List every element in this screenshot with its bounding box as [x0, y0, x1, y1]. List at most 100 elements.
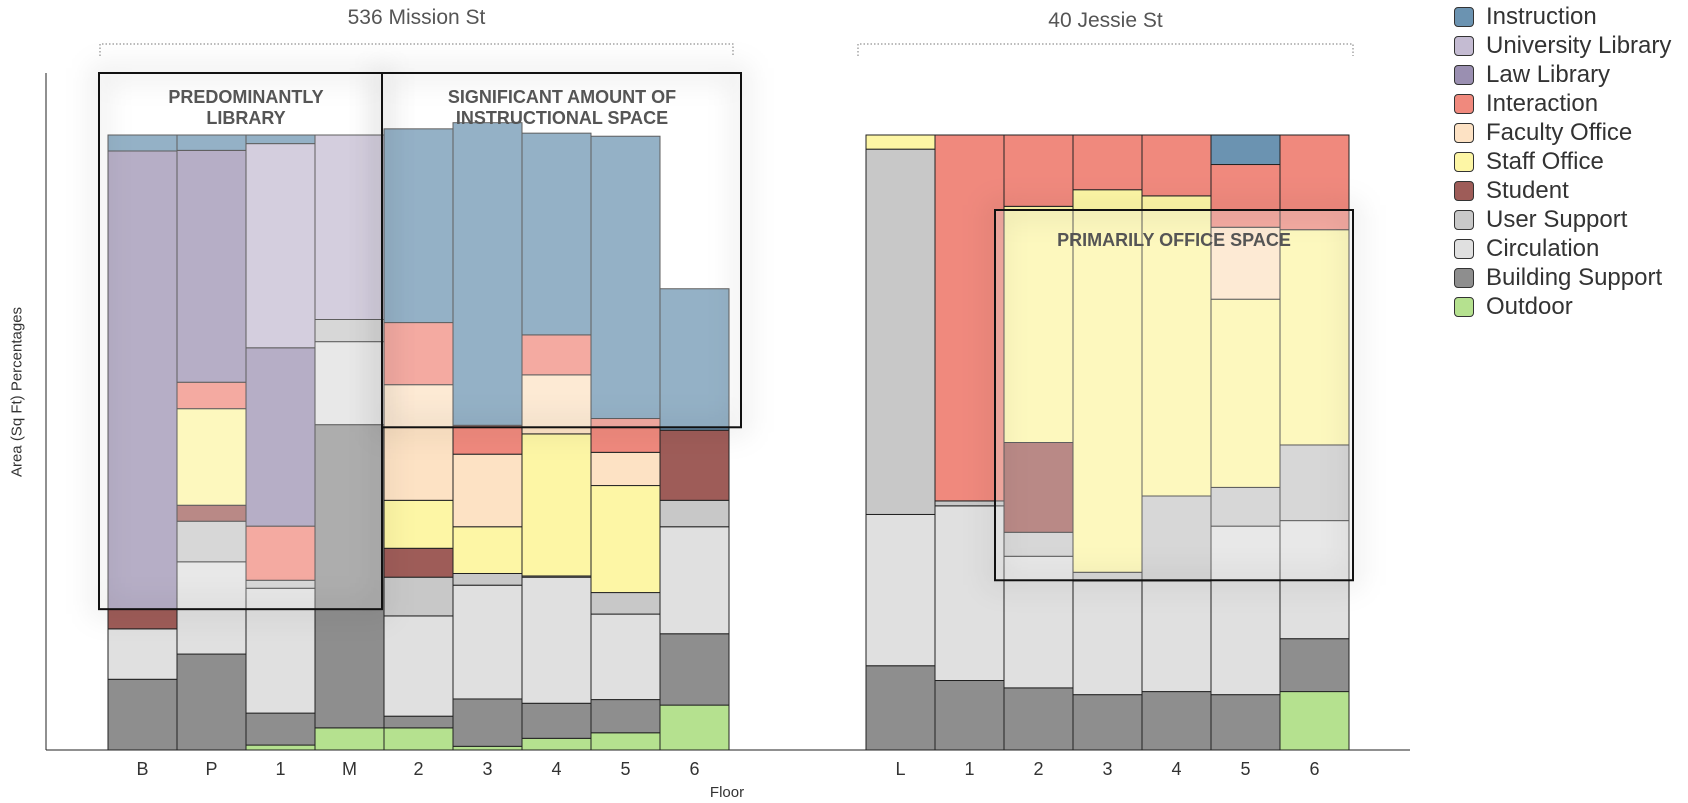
- bar-segment-536-mission-st-floor-5-building-support: [590, 699, 661, 734]
- bar-segment-40-jessie-st-floor-4-interaction: [1141, 134, 1212, 197]
- bar-segment-40-jessie-st-floor-4-building-support: [1141, 691, 1212, 751]
- legend-item-building-support: Building Support: [1454, 263, 1671, 292]
- building-label-536-mission-st: 536 Mission St: [347, 6, 486, 29]
- bar-segment-40-jessie-st-floor-1-building-support: [934, 680, 1005, 751]
- annotation-box-fill-1: [382, 73, 741, 428]
- annotation-label-0: PREDOMINANTLY LIBRARY: [168, 87, 324, 128]
- bar-segment-536-mission-st-floor-4-outdoor: [521, 737, 592, 751]
- x-tick-label-40-jessie-st-3: 3: [1102, 759, 1113, 779]
- bar-segment-536-mission-st-floor-1-university-library: [245, 143, 316, 349]
- x-tick-label-536-mission-st-1: 1: [275, 759, 286, 779]
- legend-swatch-university-library: [1454, 35, 1474, 56]
- bar-segment-536-mission-st-floor-6-outdoor: [659, 704, 730, 751]
- x-tick-label-536-mission-st-2: 2: [413, 759, 424, 779]
- x-tick-label-536-mission-st-3: 3: [482, 759, 493, 779]
- building-bracket-40-jessie-st: [857, 43, 1354, 56]
- x-tick-label-40-jessie-st-5: 5: [1240, 759, 1251, 779]
- bar-segment-536-mission-st-floor-4-staff-office: [521, 433, 592, 577]
- bar-segment-536-mission-st-floor-5-circulation: [590, 613, 661, 701]
- legend-swatch-outdoor: [1454, 296, 1474, 317]
- x-tick-label-536-mission-st-p: P: [205, 759, 218, 779]
- legend-swatch-student: [1454, 180, 1474, 201]
- legend-item-faculty-office: Faculty Office: [1454, 118, 1671, 147]
- legend-label-law-library: Law Library: [1486, 60, 1611, 88]
- x-tick-label-40-jessie-st-l: L: [895, 759, 906, 779]
- bar-segment-536-mission-st-floor-6-building-support: [659, 633, 730, 706]
- legend-item-user-support: User Support: [1454, 205, 1671, 234]
- bar-segment-536-mission-st-floor-4-instruction: [521, 132, 592, 336]
- bar-segment-40-jessie-st-floor-2-interaction: [1003, 134, 1074, 207]
- legend-swatch-instruction: [1454, 6, 1474, 27]
- bar-segment-40-jessie-st-floor-3-building-support: [1072, 694, 1143, 751]
- annotation-label-2: PRIMARILY OFFICE SPACE: [1057, 230, 1291, 250]
- bar-segment-536-mission-st-floor-3-instruction: [452, 122, 523, 426]
- bar-segment-40-jessie-st-floor-4-circulation: [1141, 580, 1212, 693]
- bar-segment-40-jessie-st-floor-6-building-support: [1279, 638, 1350, 693]
- bar-segment-536-mission-st-floor-2-user-support: [383, 576, 454, 617]
- y-axis-label: Area (Sq Ft) Percentages: [8, 306, 26, 478]
- legend-swatch-interaction: [1454, 93, 1474, 114]
- legend-item-staff-office: Staff Office: [1454, 147, 1671, 176]
- bar-segment-536-mission-st-floor-m-circulation: [314, 341, 385, 426]
- building-label-40-jessie-st: 40 Jessie St: [1048, 9, 1163, 32]
- axes-layer: [45, 43, 1410, 751]
- legend-swatch-user-support: [1454, 209, 1474, 230]
- x-tick-label-40-jessie-st-4: 4: [1171, 759, 1182, 779]
- bar-segment-536-mission-st-floor-m-outdoor: [314, 727, 385, 751]
- legend-item-interaction: Interaction: [1454, 89, 1671, 118]
- legend-label-outdoor: Outdoor: [1486, 292, 1573, 320]
- bar-segment-40-jessie-st-floor-l-building-support: [865, 665, 936, 751]
- bar-segment-536-mission-st-floor-2-staff-office: [383, 499, 454, 549]
- bar-segment-40-jessie-st-floor-6-staff-office: [1279, 229, 1350, 446]
- legend-label-user-support: User Support: [1486, 205, 1628, 233]
- x-tick-label-536-mission-st-5: 5: [620, 759, 631, 779]
- bar-segment-536-mission-st-floor-2-outdoor: [383, 727, 454, 751]
- bar-segment-536-mission-st-floor-5-outdoor: [590, 732, 661, 751]
- annotation-layer: [94, 68, 1358, 615]
- bar-segment-536-mission-st-floor-p-building-support: [176, 653, 247, 751]
- annotation-box-fill-2: [995, 210, 1353, 581]
- bar-segment-40-jessie-st-floor-5-user-support: [1210, 486, 1281, 527]
- legend-label-building-support: Building Support: [1486, 263, 1663, 291]
- x-tick-label-40-jessie-st-1: 1: [964, 759, 975, 779]
- annotation-box-2: [994, 209, 1354, 582]
- bar-segment-536-mission-st-floor-3-staff-office: [452, 526, 523, 574]
- bar-segment-40-jessie-st-floor-3-interaction: [1072, 134, 1143, 191]
- bar-segment-536-mission-st-floor-5-faculty-office: [590, 451, 661, 487]
- bar-segment-40-jessie-st-floor-6-user-support: [1279, 444, 1350, 522]
- bar-segment-536-mission-st-floor-5-staff-office: [590, 485, 661, 594]
- bar-segment-536-mission-st-floor-m-university-library: [314, 134, 385, 320]
- bar-segment-536-mission-st-floor-b-law-library: [107, 150, 178, 610]
- bar-segment-40-jessie-st-floor-2-building-support: [1003, 687, 1074, 751]
- bar-segment-40-jessie-st-floor-2-student: [1003, 442, 1074, 533]
- x-axis-label: Floor: [709, 784, 745, 801]
- legend-swatch-building-support: [1454, 267, 1474, 288]
- bar-segment-536-mission-st-floor-b-circulation: [107, 628, 178, 680]
- bar-segment-536-mission-st-floor-2-student: [383, 547, 454, 578]
- legend-label-staff-office: Staff Office: [1486, 147, 1604, 175]
- bar-segment-536-mission-st-floor-3-outdoor: [452, 745, 523, 751]
- bar-segment-536-mission-st-floor-2-circulation: [383, 615, 454, 717]
- legend-item-outdoor: Outdoor: [1454, 292, 1671, 321]
- legend-item-university-library: University Library: [1454, 31, 1671, 60]
- bar-segment-536-mission-st-floor-3-user-support: [452, 572, 523, 586]
- bar-segment-536-mission-st-floor-5-user-support: [590, 592, 661, 615]
- legend-label-interaction: Interaction: [1486, 89, 1599, 117]
- bar-segment-40-jessie-st-floor-3-circulation: [1072, 580, 1143, 696]
- legend-item-circulation: Circulation: [1454, 234, 1671, 263]
- bar-segment-40-jessie-st-floor-5-instruction: [1210, 134, 1281, 166]
- x-tick-label-40-jessie-st-2: 2: [1033, 759, 1044, 779]
- bar-segment-536-mission-st-floor-p-user-support: [176, 520, 247, 563]
- bar-segment-536-mission-st-floor-3-building-support: [452, 698, 523, 747]
- legend-label-student: Student: [1486, 176, 1569, 204]
- bar-segment-536-mission-st-floor-m-building-support: [314, 424, 385, 729]
- legend-swatch-law-library: [1454, 64, 1474, 85]
- bar-segment-40-jessie-st-floor-l-staff-office: [865, 134, 936, 150]
- bar-segment-536-mission-st-floor-2-interaction: [383, 322, 454, 386]
- bar-segment-536-mission-st-floor-4-interaction: [521, 334, 592, 376]
- bar-segment-536-mission-st-floor-1-interaction: [245, 525, 316, 581]
- bar-segment-536-mission-st-floor-6-user-support: [659, 499, 730, 528]
- bar-segment-536-mission-st-floor-5-instruction: [590, 135, 661, 420]
- legend-swatch-faculty-office: [1454, 122, 1474, 143]
- annotation-box-fill-0: [99, 73, 382, 610]
